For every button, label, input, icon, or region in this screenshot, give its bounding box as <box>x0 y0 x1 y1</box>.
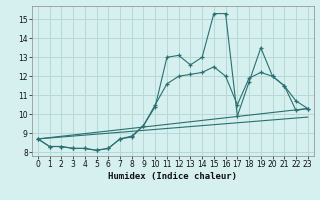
X-axis label: Humidex (Indice chaleur): Humidex (Indice chaleur) <box>108 172 237 181</box>
